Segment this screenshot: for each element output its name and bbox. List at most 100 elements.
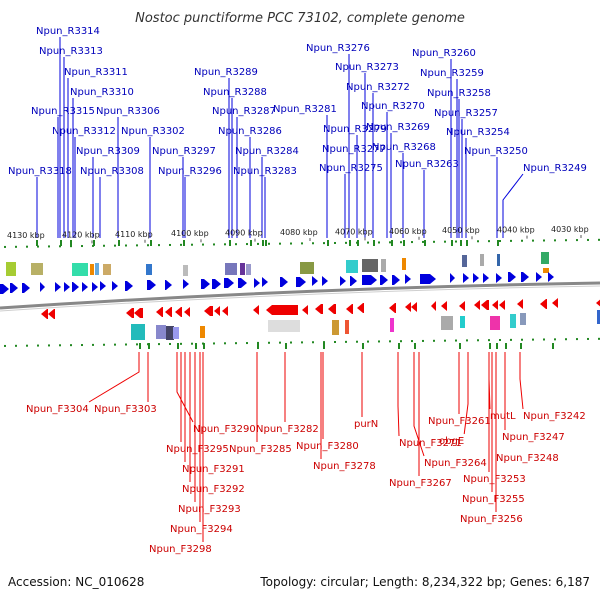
forward-gene-label: Npun_R3310 (70, 87, 134, 98)
reverse-gene-arrow (48, 309, 55, 319)
reverse-gene-label: Npun_F3271 (399, 438, 462, 449)
guide-dot (510, 338, 512, 341)
guide-dot (378, 241, 380, 244)
forward-gene-arrow (322, 276, 328, 286)
guide-dot (587, 238, 589, 241)
forward-gene-arrow (64, 282, 70, 292)
reverse-gene-label: Npun_F3291 (182, 464, 245, 475)
tick-mark (460, 240, 462, 246)
forward-gene-arrow (147, 280, 156, 290)
guide-dot (158, 244, 160, 247)
forward-gene-label: Npun_R3254 (446, 127, 510, 138)
forward-gene-label: Npun_R3314 (36, 26, 100, 37)
reverse-gene-arrow (431, 301, 436, 311)
reverse-gene-arrow (328, 304, 336, 314)
forward-gene-label: Npun_R3315 (31, 106, 95, 117)
genome-backbone-lower (0, 285, 600, 312)
guide-dot (598, 337, 600, 340)
reverse-gene-arrows (41, 298, 600, 319)
tick-mark (327, 240, 329, 246)
tick-mark (148, 343, 150, 349)
reverse-gene-arrow (315, 304, 323, 314)
guide-dot (411, 241, 413, 244)
guide-dot (15, 344, 17, 347)
feature-box (390, 318, 394, 332)
guide-dot (48, 245, 50, 248)
feature-box (72, 263, 88, 276)
feature-box (103, 264, 111, 275)
guide-dot (4, 245, 6, 248)
guide-dot (4, 344, 6, 347)
reverse-gene-arrow (184, 307, 190, 317)
guide-dot (532, 338, 534, 341)
guide-dot (81, 344, 83, 347)
strand-guide-dots (4, 238, 600, 349)
guide-dot (367, 340, 369, 343)
forward-gene-leader-line (502, 173, 524, 238)
guide-dot (587, 337, 589, 340)
forward-gene-label: Npun_R3288 (203, 87, 267, 98)
forward-gene-arrow (92, 282, 98, 292)
forward-gene-arrow (112, 281, 118, 291)
guide-dot (334, 241, 336, 244)
reverse-gene-arrow (156, 307, 163, 317)
tick-mark (183, 240, 185, 246)
guide-dot (81, 245, 83, 248)
guide-dot (367, 241, 369, 244)
forward-gene-label: Npun_R3309 (76, 146, 140, 157)
guide-dot (70, 344, 72, 347)
guide-dot (125, 244, 127, 247)
feature-box (345, 320, 349, 334)
tick-mark (250, 240, 252, 246)
reverse-gene-label: obgE (439, 436, 464, 447)
reverse-gene-label: Npun_F3293 (178, 504, 241, 515)
reverse-gene-label: Npun_F3247 (502, 432, 565, 443)
feature-box (541, 252, 549, 264)
guide-dot (488, 240, 490, 243)
guide-dot (224, 342, 226, 345)
forward-gene-arrow (380, 275, 388, 285)
tick-mark (414, 343, 416, 349)
forward-gene-label: Npun_R3286 (218, 126, 282, 137)
forward-gene-label: Npun_R3297 (152, 146, 216, 157)
tick-mark (520, 343, 522, 349)
reverse-gene-arrow (302, 305, 308, 315)
tick-mark (150, 240, 152, 246)
feature-box (362, 259, 378, 272)
forward-gene-arrow (238, 278, 247, 288)
guide-dot (598, 238, 600, 241)
reverse-gene-label: purN (354, 419, 378, 430)
reverse-gene-label: Npun_F3294 (170, 524, 233, 535)
guide-dot (455, 339, 457, 342)
reverse-gene-leader-line (397, 352, 400, 437)
guide-dot (510, 239, 512, 242)
genome-backbone-upper (0, 281, 600, 310)
guide-dot (521, 239, 523, 242)
reverse-gene-arrow (253, 305, 259, 315)
forward-gene-arrow (296, 277, 306, 287)
reverse-gene-label: Npun_F3280 (296, 441, 359, 452)
tick-mark (552, 343, 554, 349)
scale-tick-label: 4120 kbp (62, 230, 100, 239)
guide-dot (312, 341, 314, 344)
reverse-gene-labels: Npun_F3304 Npun_F3303 Npun_F3290 Npun_F3295… (26, 352, 586, 555)
forward-gene-label: Npun_R3302 (121, 126, 185, 137)
guide-dot (213, 342, 215, 345)
tick-mark (203, 343, 205, 349)
guide-dot (290, 242, 292, 245)
guide-dot (202, 243, 204, 246)
feature-box (300, 262, 314, 274)
guide-dot (279, 242, 281, 245)
forward-gene-arrow (254, 278, 260, 288)
reverse-gene-label: Npun_F3282 (256, 424, 319, 435)
forward-gene-arrow (548, 272, 554, 282)
reverse-gene-arrow (41, 309, 48, 319)
tick-mark (177, 343, 179, 349)
forward-gene-label: Npun_R3296 (158, 166, 222, 177)
tick-mark (496, 343, 498, 349)
reverse-gene-leader-line (413, 352, 425, 457)
guide-dot (213, 243, 215, 246)
forward-gene-arrow (72, 282, 79, 292)
reverse-gene-label: Npun_F3261 (428, 416, 491, 427)
reverse-gene-label: Npun_F3267 (389, 478, 452, 489)
